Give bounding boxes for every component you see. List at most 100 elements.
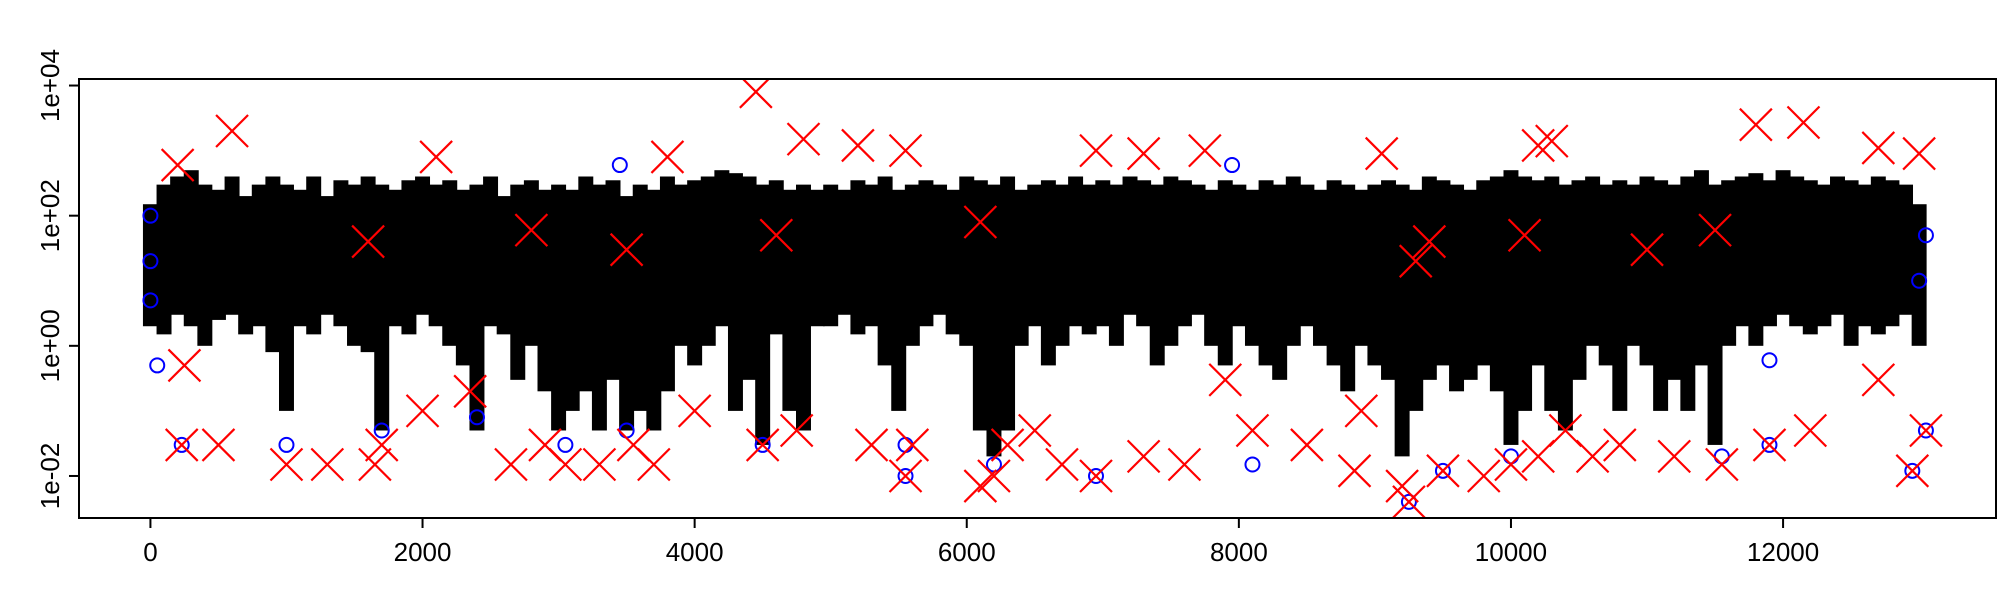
x-point bbox=[1126, 136, 1161, 171]
range-band bbox=[673, 184, 689, 346]
range-band bbox=[1680, 176, 1696, 411]
x-point bbox=[786, 122, 821, 156]
range-band bbox=[809, 189, 825, 327]
x-point bbox=[1861, 131, 1896, 165]
x-point bbox=[364, 428, 399, 462]
x-point bbox=[1385, 469, 1419, 503]
circle-point bbox=[1244, 456, 1261, 473]
range-band bbox=[251, 184, 267, 327]
range-band bbox=[578, 176, 594, 392]
range-band bbox=[374, 184, 390, 431]
x-point bbox=[841, 128, 875, 163]
range-band bbox=[891, 189, 907, 411]
x-point bbox=[453, 374, 487, 409]
range-band bbox=[1163, 176, 1179, 346]
range-band bbox=[1013, 189, 1029, 346]
range-band bbox=[1557, 184, 1573, 431]
x-point bbox=[1079, 133, 1113, 168]
circle-point bbox=[1502, 448, 1519, 465]
range-band bbox=[1503, 170, 1519, 445]
range-band bbox=[523, 180, 539, 346]
circle-point bbox=[1911, 272, 1928, 289]
range-band bbox=[1258, 180, 1274, 366]
range-band bbox=[170, 176, 186, 315]
range-band bbox=[183, 170, 199, 327]
x-tick-label: 2000 bbox=[394, 537, 452, 567]
x-point bbox=[1657, 439, 1692, 474]
range-band bbox=[646, 189, 662, 431]
range-band bbox=[1857, 184, 1873, 327]
x-point bbox=[358, 447, 392, 482]
range-band bbox=[306, 176, 322, 335]
range-band bbox=[1612, 180, 1628, 411]
range-band bbox=[1122, 176, 1138, 315]
range-band bbox=[1462, 189, 1478, 380]
range-band bbox=[510, 184, 526, 380]
range-band bbox=[415, 176, 431, 315]
range-band bbox=[945, 189, 961, 335]
range-band bbox=[1666, 184, 1682, 380]
range-band bbox=[659, 176, 675, 392]
range-band bbox=[796, 184, 811, 431]
x-point bbox=[215, 114, 249, 148]
x-point bbox=[677, 394, 712, 428]
range-band bbox=[1231, 184, 1247, 327]
x-tick-label: 8000 bbox=[1210, 537, 1268, 567]
circle-point bbox=[1917, 227, 1934, 244]
x-point bbox=[1208, 363, 1243, 397]
circle-point bbox=[142, 253, 159, 270]
x-tick-label: 10000 bbox=[1475, 537, 1547, 567]
x-point bbox=[963, 205, 998, 239]
y-tick-label: 1e-02 bbox=[35, 443, 65, 510]
range-band bbox=[455, 189, 471, 366]
x-point bbox=[1909, 413, 1943, 448]
range-band bbox=[1176, 180, 1192, 327]
circle-point bbox=[897, 467, 914, 484]
x-point bbox=[854, 428, 889, 462]
range-band bbox=[442, 180, 458, 346]
x-point bbox=[269, 447, 304, 482]
range-band bbox=[850, 180, 866, 335]
x-tick-label: 12000 bbox=[1747, 537, 1819, 567]
x-point bbox=[201, 428, 236, 462]
range-band bbox=[1000, 176, 1016, 431]
range-band bbox=[632, 184, 648, 411]
x-point bbox=[977, 459, 1011, 493]
x-point bbox=[1167, 447, 1202, 482]
range-band bbox=[1326, 180, 1342, 366]
range-band bbox=[1149, 184, 1165, 366]
range-band bbox=[1761, 180, 1777, 327]
x-point bbox=[1018, 413, 1052, 448]
x-point bbox=[1705, 447, 1739, 482]
range-band bbox=[727, 173, 743, 411]
range-band bbox=[605, 180, 621, 380]
range-band bbox=[1027, 184, 1043, 327]
range-band bbox=[265, 176, 281, 353]
x-point bbox=[1466, 459, 1501, 493]
x-point bbox=[1603, 428, 1637, 462]
range-band bbox=[210, 189, 226, 320]
range-band bbox=[918, 180, 934, 327]
circle-point bbox=[1400, 493, 1417, 510]
x-point bbox=[650, 140, 685, 174]
x-point bbox=[1630, 232, 1664, 267]
x-point bbox=[1494, 447, 1528, 482]
x-point bbox=[351, 224, 385, 259]
range-band bbox=[1571, 180, 1587, 380]
circle-point bbox=[1761, 436, 1778, 453]
range-band bbox=[1884, 180, 1900, 327]
circle-point bbox=[278, 436, 295, 453]
range-band bbox=[1707, 184, 1723, 445]
x-point bbox=[1344, 394, 1379, 428]
range-band bbox=[238, 196, 254, 335]
plot-area bbox=[142, 79, 1943, 518]
x-point bbox=[1895, 454, 1930, 488]
x-point bbox=[1507, 218, 1542, 253]
range-band bbox=[1394, 184, 1410, 457]
range-band bbox=[1775, 170, 1791, 315]
range-band bbox=[619, 196, 635, 431]
x-point bbox=[1412, 224, 1447, 259]
range-band bbox=[1530, 180, 1546, 366]
range-band bbox=[1313, 189, 1328, 346]
range-band bbox=[1435, 180, 1451, 366]
